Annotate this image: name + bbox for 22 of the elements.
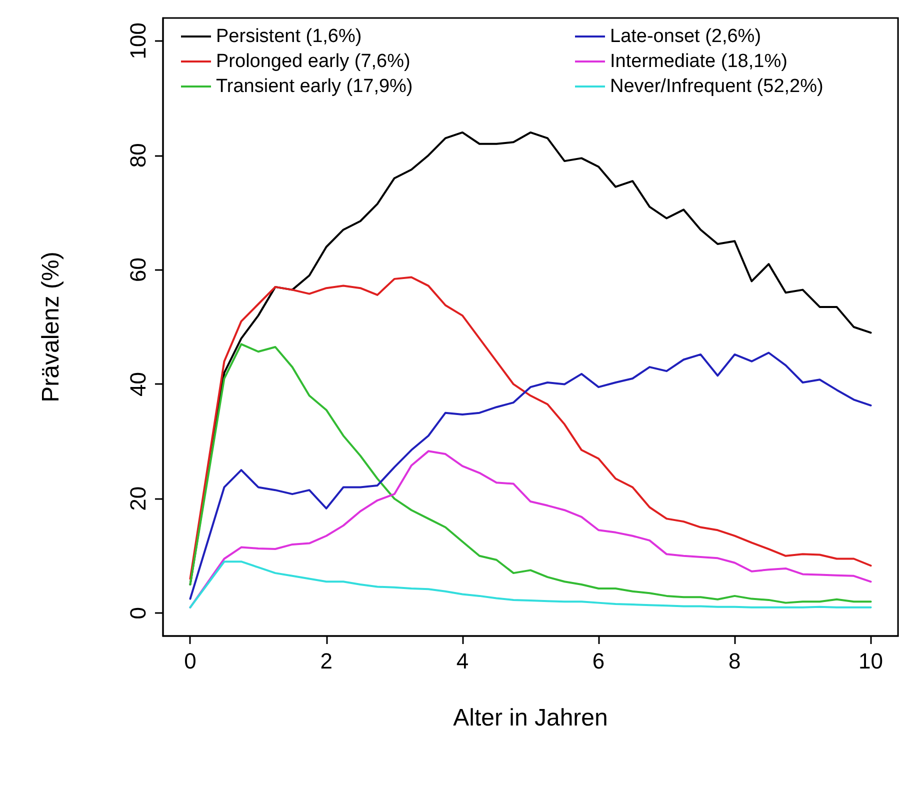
legend-label: Persistent (1,6%) — [216, 26, 362, 47]
legend-label: Never/Infrequent (52,2%) — [610, 76, 824, 97]
y-tick-label: 40 — [126, 372, 150, 396]
x-tick-label: 2 — [320, 648, 332, 674]
y-tick-label: 20 — [126, 486, 150, 511]
line-series — [189, 560, 872, 608]
legend-label: Transient early (17,9%) — [216, 76, 413, 97]
legend-label: Intermediate (18,1%) — [610, 51, 788, 72]
y-tick-label: 80 — [126, 143, 150, 168]
legend-label: Late-onset (2,6%) — [610, 26, 762, 47]
x-axis-title: Alter in Jahren — [453, 704, 608, 732]
line-series — [189, 276, 872, 580]
legend-label: Prolonged early (7,6%) — [216, 51, 410, 72]
x-tick-label: 8 — [728, 648, 741, 674]
x-tick-label: 10 — [858, 648, 884, 674]
y-tick-label: 60 — [126, 258, 150, 282]
x-tick-label: 0 — [184, 648, 196, 674]
y-axis-title: Prävalenz (%) — [38, 252, 64, 402]
y-tick-label: 100 — [126, 22, 150, 60]
y-tick-label: 0 — [126, 606, 150, 620]
x-tick-label: 6 — [592, 648, 605, 674]
x-tick-label: 4 — [456, 648, 469, 674]
